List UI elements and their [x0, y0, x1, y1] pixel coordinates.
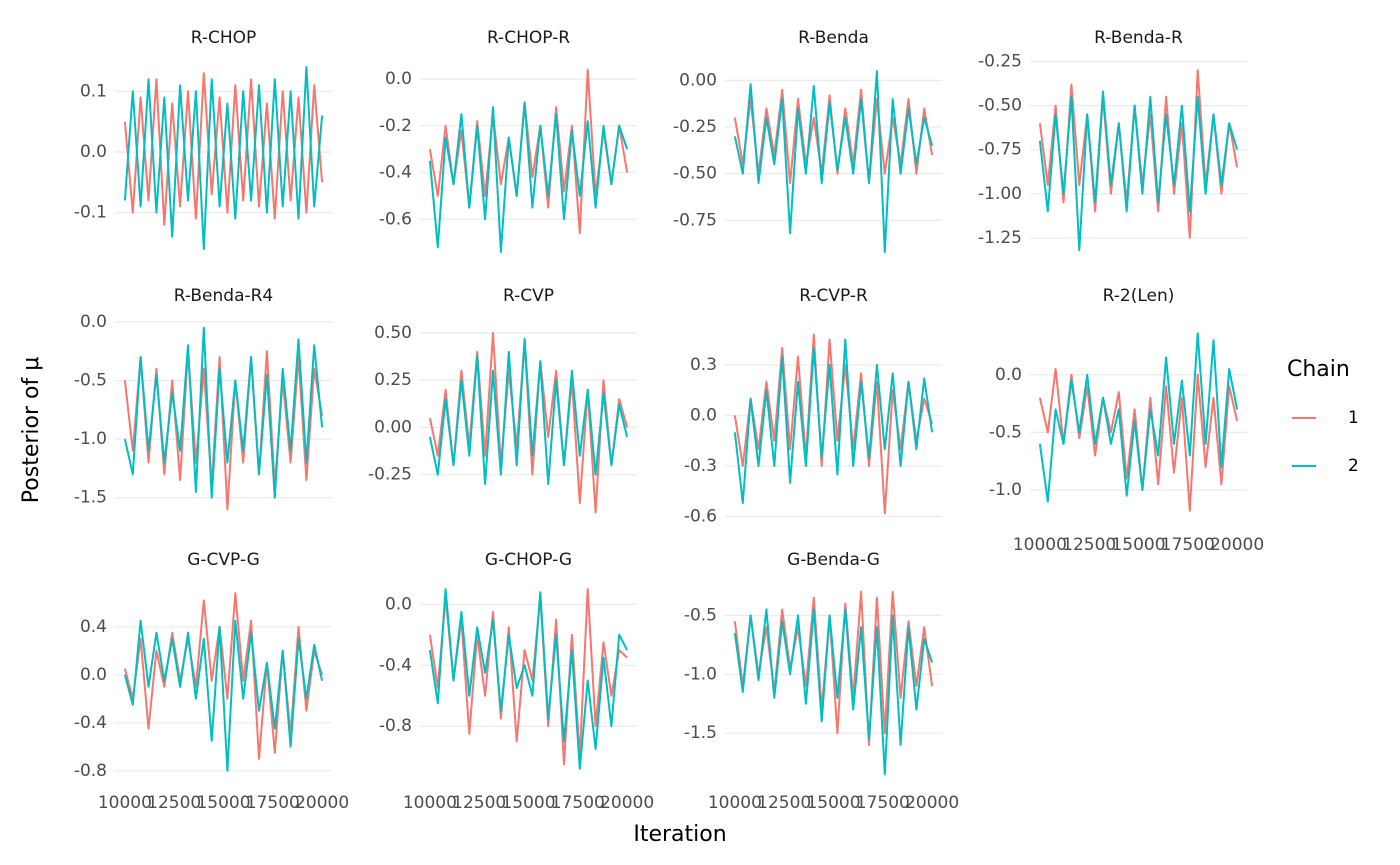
y-tick-label: 0.0: [385, 69, 412, 89]
y-axis-title: Posterior of μ: [19, 357, 44, 503]
x-tick-label: 17500: [551, 793, 605, 813]
x-axis-title: Iteration: [633, 822, 726, 847]
trace-line: [428, 588, 628, 766]
y-tick-label: 0.1: [80, 81, 107, 101]
y-tick-label: 0.0: [80, 665, 107, 685]
x-tick-label: 20000: [600, 793, 654, 813]
trace-line: [1038, 332, 1239, 503]
y-tick-label: 0.0: [995, 365, 1022, 385]
y-tick-label: -1.00: [978, 184, 1022, 204]
y-tick-label: 0.0: [80, 312, 107, 332]
y-tick-label: -0.4: [379, 163, 412, 183]
y-tick-label: -0.5: [74, 370, 107, 390]
x-tick-label: 20000: [295, 793, 349, 813]
x-tick-label: 10000: [403, 793, 457, 813]
x-tick-label: 10000: [708, 793, 762, 813]
y-tick-label: -0.25: [368, 465, 412, 485]
y-tick-label: 0.25: [374, 370, 412, 390]
trace-line: [428, 68, 629, 235]
panel-title: R-CHOP: [191, 28, 257, 48]
y-tick-label: -1.0: [684, 664, 717, 684]
x-tick-label: 12500: [452, 793, 506, 813]
panel-title: R-2(Len): [1103, 286, 1175, 306]
y-tick-label: -1.0: [989, 480, 1022, 500]
y-tick-label: -0.4: [379, 655, 412, 675]
y-tick-label: -0.2: [379, 116, 412, 136]
x-tick-label: 15000: [501, 793, 555, 813]
y-tick-label: 0.00: [679, 70, 717, 90]
panel-title: R-Benda: [798, 28, 869, 48]
y-tick-label: 0.4: [80, 617, 107, 637]
y-tick-label: -0.1: [74, 203, 107, 223]
legend-label: 2: [1348, 456, 1359, 476]
y-tick-label: -1.25: [978, 228, 1022, 248]
x-tick-label: 20000: [1210, 535, 1264, 555]
trace-line: [123, 326, 324, 499]
x-tick-label: 12500: [1062, 535, 1116, 555]
panel-title: G-CVP-G: [187, 550, 260, 570]
trace-line: [428, 588, 628, 770]
legend-title: Chain: [1287, 357, 1350, 382]
trace-line: [733, 608, 934, 776]
y-tick-label: 0.50: [374, 323, 412, 343]
x-tick-label: 10000: [98, 793, 152, 813]
trace-line: [123, 66, 324, 250]
x-tick-label: 17500: [1161, 535, 1215, 555]
y-tick-label: -0.25: [673, 117, 717, 137]
y-tick-label: -0.5: [989, 422, 1022, 442]
x-tick-label: 17500: [856, 793, 910, 813]
y-tick-label: -0.75: [673, 210, 717, 230]
trace-line: [733, 70, 934, 253]
y-tick-label: 0.0: [80, 142, 107, 162]
trace-line: [733, 338, 934, 505]
panel-title: R-Benda-R: [1094, 28, 1183, 48]
y-tick-label: -1.5: [684, 723, 717, 743]
y-tick-label: -0.25: [978, 52, 1022, 72]
legend-label: 1: [1348, 408, 1359, 428]
panel-title: R-CHOP-R: [487, 28, 570, 48]
x-tick-label: 15000: [196, 793, 250, 813]
trace-line: [733, 590, 934, 746]
trace-line: [1038, 90, 1239, 252]
panel-title: G-CHOP-G: [485, 550, 572, 570]
y-tick-label: 0.0: [690, 405, 717, 425]
y-tick-label: -0.50: [673, 164, 717, 184]
y-tick-label: -0.5: [684, 605, 717, 625]
x-tick-label: 10000: [1013, 535, 1067, 555]
panel-title: G-Benda-G: [787, 550, 880, 570]
y-tick-label: -0.8: [74, 761, 107, 781]
x-tick-label: 20000: [905, 793, 959, 813]
y-tick-label: -1.5: [74, 488, 107, 508]
y-tick-label: -1.0: [74, 429, 107, 449]
y-tick-label: -0.75: [978, 140, 1022, 160]
panel-title: R-CVP: [503, 286, 554, 306]
x-tick-label: 12500: [757, 793, 811, 813]
trace-line: [428, 337, 629, 486]
trace-line: [428, 332, 629, 514]
y-tick-label: 0.3: [690, 355, 717, 375]
y-tick-label: -0.50: [978, 96, 1022, 116]
y-tick-label: -0.3: [684, 456, 717, 476]
x-tick-label: 17500: [246, 793, 300, 813]
x-tick-label: 15000: [1111, 535, 1165, 555]
y-tick-label: -0.6: [684, 507, 717, 527]
y-tick-label: 0.0: [385, 594, 412, 614]
y-tick-label: -0.6: [379, 209, 412, 229]
trace-line: [123, 619, 324, 772]
x-tick-label: 15000: [806, 793, 860, 813]
trace-line: [428, 101, 629, 253]
y-tick-label: -0.4: [74, 713, 107, 733]
y-tick-label: 0.00: [374, 417, 412, 437]
panel-title: R-Benda-R4: [174, 286, 274, 306]
x-tick-label: 12500: [147, 793, 201, 813]
y-tick-label: -0.8: [379, 716, 412, 736]
panel-title: R-CVP-R: [799, 286, 868, 306]
